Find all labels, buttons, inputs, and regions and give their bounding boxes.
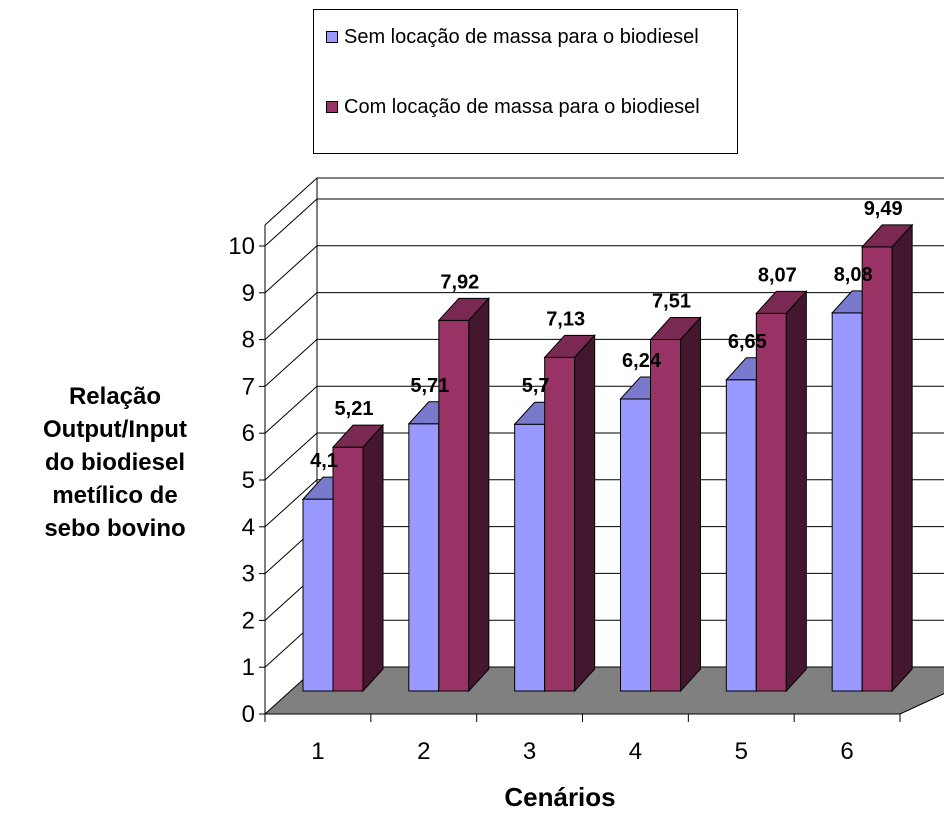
- y-axis-label: Relação Output/Input do biodiesel metíli…: [43, 383, 187, 542]
- x-tick-label-5: 5: [735, 738, 748, 765]
- y-tick-label-1: 1: [242, 654, 255, 681]
- bar-front-series-1-cat-1: [302, 498, 334, 692]
- x-tick-label-3: 3: [523, 738, 536, 765]
- data-label-series-2-cat-4: 7,51: [652, 291, 691, 313]
- y-tick-label-9: 9: [242, 280, 255, 307]
- gridline-10: [264, 198, 944, 247]
- data-label-series-1-cat-2: 5,71: [410, 375, 449, 397]
- y-tick-label-2: 2: [242, 607, 255, 634]
- y-tick-label-0: 0: [242, 701, 255, 728]
- back-wall-top-edge: [264, 177, 944, 226]
- axes: 0 1 2 3 4 5 6 7 8 9 10 1 2 3 4 5 6: [228, 225, 901, 765]
- bar-front-series-1-cat-3: [514, 423, 546, 692]
- bar-side-series-2-cat-3: [574, 334, 596, 693]
- bar-series-2-cat-4: [649, 316, 702, 693]
- gridline-9: [264, 245, 944, 294]
- bar-front-series-2-cat-5: [755, 312, 787, 692]
- data-label-series-1-cat-4: 6,24: [622, 350, 662, 372]
- legend-label-series-1: Sem locação de massa para o biodiesel: [344, 26, 699, 48]
- y-tick-label-8: 8: [242, 327, 255, 354]
- bar-side-series-2-cat-2: [468, 297, 490, 693]
- x-tick-label-4: 4: [629, 738, 642, 765]
- data-label-series-2-cat-5: 8,07: [758, 264, 797, 286]
- bar-front-series-2-cat-6: [861, 246, 893, 692]
- legend-item-series-2: Com locação de massa para o biodiesel: [326, 93, 724, 121]
- legend-swatch-series-2: [326, 101, 338, 113]
- y-tick-label-7: 7: [242, 373, 255, 400]
- bar-side-series-2-cat-4: [680, 316, 701, 693]
- legend-swatch-series-1: [326, 31, 338, 43]
- bar-side-series-2-cat-1: [362, 423, 384, 693]
- x-tick-label-1: 1: [311, 738, 324, 765]
- bar-series-2-cat-6: [861, 223, 914, 693]
- data-label-series-1-cat-3: 5,7: [522, 375, 550, 397]
- x-tick-label-6: 6: [840, 738, 853, 765]
- data-label-series-2-cat-1: 5,21: [335, 398, 374, 420]
- bar-series-2-cat-3: [543, 334, 596, 693]
- x-tick-label-2: 2: [417, 738, 430, 765]
- data-label-series-2-cat-6: 9,49: [864, 198, 903, 220]
- x-axis-label: Cenários: [504, 782, 616, 812]
- bar-front-series-2-cat-1: [332, 446, 364, 692]
- data-label-series-1-cat-6: 8,08: [834, 264, 873, 286]
- bar-front-series-1-cat-4: [620, 398, 651, 692]
- bar-front-series-1-cat-6: [831, 312, 863, 692]
- bar-front-series-1-cat-5: [725, 379, 757, 692]
- y-tick-label-6: 6: [242, 420, 255, 447]
- bar-side-series-2-cat-6: [891, 223, 913, 693]
- bar-series-2-cat-2: [437, 297, 490, 693]
- bar-side-series-2-cat-5: [785, 290, 807, 693]
- y-tick-label-3: 3: [242, 561, 255, 588]
- bar-front-series-2-cat-3: [544, 356, 576, 692]
- bar-series-2-cat-1: [331, 423, 385, 693]
- bars: [301, 223, 914, 693]
- legend-label-series-2: Com locação de massa para o biodiesel: [344, 96, 700, 118]
- y-tick-label-5: 5: [242, 467, 255, 494]
- bar-series-2-cat-5: [755, 290, 808, 693]
- legend-item-series-1: Sem locação de massa para o biodiesel: [326, 23, 724, 51]
- y-tick-label-10: 10: [228, 233, 255, 260]
- data-label-series-1-cat-1: 4,1: [310, 450, 338, 472]
- gridline-8: [264, 292, 944, 340]
- data-label-series-2-cat-2: 7,92: [440, 271, 479, 293]
- data-label-series-2-cat-3: 7,13: [546, 308, 585, 330]
- y-tick-label-4: 4: [242, 514, 255, 541]
- data-label-series-1-cat-5: 6,65: [728, 331, 767, 353]
- data-labels: 4,1 5,21 5,71 7,92 5,7 7,13 6,24 7,51 6,65 8,07 8,…: [310, 198, 903, 472]
- bar-front-series-1-cat-2: [408, 423, 440, 692]
- bar-front-series-2-cat-4: [650, 339, 681, 692]
- legend: Sem locação de massa para o biodiesel Co…: [313, 9, 738, 154]
